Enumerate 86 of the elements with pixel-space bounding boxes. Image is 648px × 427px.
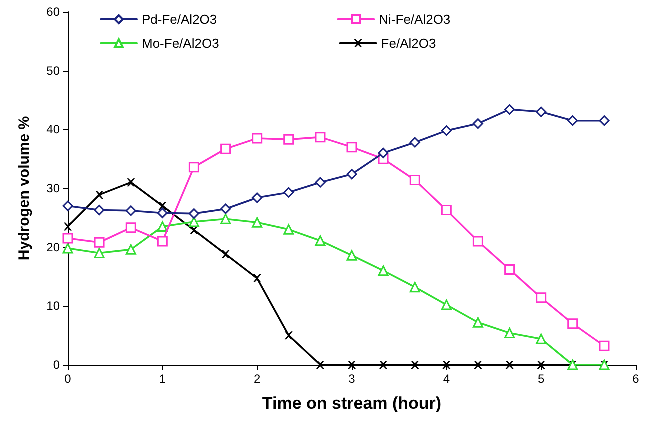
point (188, 216, 200, 228)
point (157, 208, 168, 218)
y-tick-label: 20 (46, 240, 60, 254)
point (378, 148, 389, 158)
point (188, 208, 200, 220)
point (348, 361, 356, 369)
point (442, 361, 451, 369)
x-tick-label: 0 (64, 372, 72, 386)
point (506, 361, 514, 369)
point (252, 217, 263, 228)
point (157, 236, 168, 247)
y-tick-label: 40 (46, 122, 60, 137)
point (472, 317, 484, 328)
point (220, 214, 232, 224)
point (222, 250, 230, 258)
point (94, 205, 105, 216)
point (599, 340, 610, 352)
x-tick-label: 3 (348, 372, 356, 386)
point (472, 118, 484, 130)
point (157, 221, 168, 232)
x-tick-label: 5 (538, 372, 545, 386)
legend-label: Ni-Fe/Al2O3 (379, 12, 451, 27)
legend-label: Pd-Fe/Al2O3 (142, 12, 218, 27)
y-tick-label: 30 (46, 182, 60, 196)
point (64, 222, 72, 231)
x-tick-label: 2 (254, 372, 261, 386)
point (536, 106, 547, 118)
point (568, 318, 578, 330)
point (190, 226, 198, 234)
point (537, 361, 546, 369)
point (316, 361, 324, 369)
point (315, 177, 326, 188)
point (220, 204, 232, 214)
point (284, 332, 293, 340)
y-tick-label: 50 (46, 64, 60, 78)
point (127, 178, 136, 187)
point (504, 104, 516, 115)
point (536, 334, 547, 344)
point (410, 175, 420, 186)
point (126, 244, 136, 255)
point (441, 126, 452, 136)
x-tick-label: 6 (632, 372, 640, 386)
point (346, 250, 358, 261)
point (220, 144, 232, 154)
point (346, 169, 358, 180)
point (126, 206, 136, 216)
y-tick-label: 60 (46, 5, 60, 19)
point (504, 264, 516, 275)
point (94, 237, 105, 248)
point (568, 116, 578, 126)
point (346, 142, 358, 153)
point (378, 266, 389, 276)
point (441, 205, 452, 216)
y-axis-title: Hydrogen volume % (16, 116, 33, 261)
point (474, 361, 482, 369)
point (158, 202, 167, 210)
point (284, 187, 294, 198)
point (472, 236, 484, 247)
point (410, 282, 420, 293)
x-tick-label: 1 (159, 372, 166, 386)
x-axis-title: Time on stream (hour) (262, 394, 442, 413)
x-tick-label: 4 (443, 372, 450, 386)
point (284, 134, 294, 145)
point (94, 248, 105, 258)
point (441, 300, 452, 310)
point (411, 361, 420, 369)
point (126, 222, 136, 234)
point (62, 200, 74, 212)
legend-label: Mo-Fe/Al2O3 (142, 36, 220, 51)
point (315, 132, 326, 143)
y-tick-label: 10 (46, 299, 60, 314)
point (504, 328, 516, 338)
point (315, 236, 326, 246)
point (253, 274, 262, 283)
y-tick-label: 0 (53, 358, 60, 372)
point (599, 116, 610, 126)
point (62, 233, 74, 244)
point (536, 292, 547, 304)
point (252, 192, 263, 204)
point (284, 224, 294, 235)
point (410, 137, 420, 148)
point (188, 162, 200, 173)
point (252, 133, 263, 144)
legend-label: Fe/Al2O3 (381, 36, 436, 51)
point (96, 190, 104, 199)
point (380, 361, 388, 369)
